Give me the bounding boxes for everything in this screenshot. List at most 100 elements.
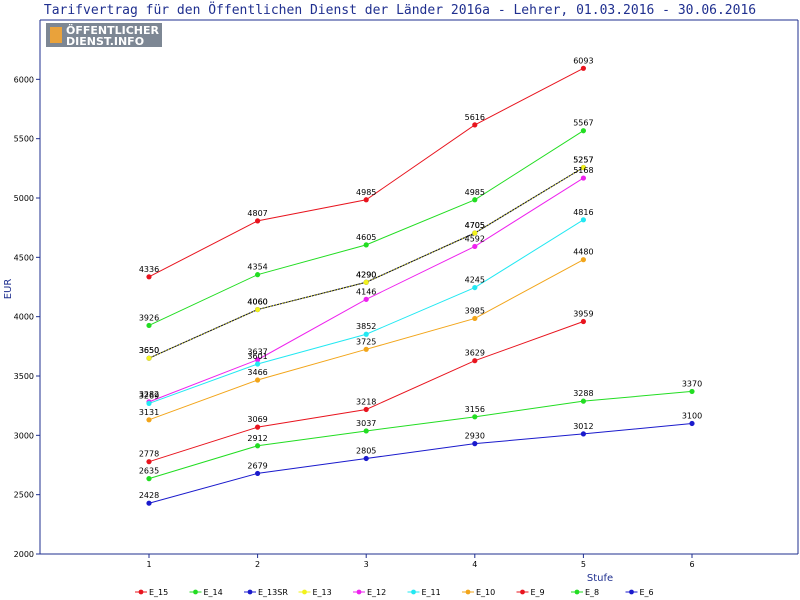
data-label: 3269: [139, 391, 159, 400]
data-point: [146, 417, 152, 423]
logo-line-1: ÖFFENTLICHER: [66, 23, 159, 37]
data-label: 4807: [247, 209, 267, 218]
data-point: [689, 388, 695, 395]
legend-swatch-marker: [193, 589, 198, 595]
data-point: [580, 431, 587, 437]
legend-label: E_6: [640, 588, 654, 597]
y-tick-label: 2500: [14, 491, 34, 500]
data-label: 5257: [573, 156, 593, 165]
y-tick-label: 5500: [14, 135, 34, 144]
data-label: 3131: [139, 408, 159, 417]
series-e-10: [146, 257, 587, 423]
x-tick-label: 1: [146, 560, 151, 569]
logo-background: [46, 23, 162, 47]
logo-line-2: DIENST.INFO: [66, 35, 144, 48]
data-point: [255, 218, 261, 224]
data-point: [363, 331, 369, 337]
data-label: 3650: [139, 346, 159, 355]
data-point: [146, 322, 152, 329]
data-label: 2930: [465, 432, 485, 441]
data-point: [580, 175, 587, 181]
legend-label: E_14: [204, 588, 223, 597]
legend-swatch-marker: [520, 589, 525, 595]
legend-label: E_11: [422, 588, 441, 597]
series-line: [148, 422, 693, 504]
data-point: [255, 306, 261, 313]
data-label: 4816: [573, 208, 593, 217]
data-label: 3601: [247, 352, 267, 361]
legend-item: E_13: [298, 588, 332, 597]
legend-item: E_15: [135, 588, 168, 597]
data-point: [472, 358, 478, 364]
data-point: [580, 398, 587, 404]
data-labels: 4336 4807 4985 5616 6093 3926 4354 4605 4985 5567…: [139, 56, 702, 500]
data-label: 3466: [247, 368, 267, 377]
data-label: 2778: [139, 450, 159, 459]
data-point: [472, 243, 478, 250]
data-point: [363, 455, 369, 462]
data-label: 4592: [465, 234, 485, 243]
y-ticks: 2000 2500 3000 3500 4000 4500 5000 5500 6000: [14, 75, 40, 559]
data-label: 3959: [573, 310, 593, 319]
series-line: [148, 390, 693, 480]
legend-swatch-marker: [411, 589, 416, 595]
y-tick-label: 4500: [14, 253, 34, 262]
x-tick-label: 5: [581, 560, 586, 569]
data-point: [255, 272, 261, 278]
data-point: [255, 377, 261, 383]
data-label: 3100: [682, 411, 702, 420]
x-tick-label: 2: [255, 560, 260, 569]
data-point: [580, 217, 587, 223]
data-point: [363, 406, 369, 413]
legend-item: E_12: [353, 588, 386, 597]
data-point: [580, 164, 587, 171]
data-point: [255, 357, 261, 363]
legend-item: E_8: [571, 588, 599, 597]
data-label: 3370: [682, 379, 702, 388]
chart-title: Tarifvertrag für den Öffentlichen Dienst…: [44, 1, 756, 18]
data-label: 4290: [356, 270, 376, 279]
data-label: 6093: [573, 56, 593, 65]
y-tick-label: 3000: [14, 431, 34, 440]
y-tick-label: 2000: [14, 550, 34, 559]
legend-item: E_6: [625, 588, 654, 597]
data-label: 3012: [573, 422, 593, 431]
legend-label: E_10: [476, 588, 495, 597]
data-point: [255, 443, 261, 449]
data-label: 4985: [356, 188, 376, 197]
data-point: [146, 274, 152, 280]
data-point: [472, 315, 478, 322]
data-label: 4336: [139, 265, 159, 274]
data-label: 5567: [573, 119, 593, 128]
legend-label: E_15: [149, 588, 168, 597]
data-point: [146, 400, 152, 407]
data-label: 2428: [139, 491, 159, 500]
data-point: [363, 197, 369, 203]
data-label: 3852: [356, 322, 376, 331]
legend-swatch-marker: [247, 589, 253, 595]
data-label: 5257: [573, 156, 593, 165]
data-label: 4480: [573, 248, 593, 257]
x-tick-label: 3: [364, 560, 369, 569]
y-axis-label: EUR: [3, 279, 14, 300]
data-label: 5168: [573, 166, 593, 175]
series-e-13: [146, 164, 587, 361]
data-label: 2805: [356, 446, 376, 455]
series-e-15: [146, 65, 587, 280]
y-tick-label: 6000: [14, 75, 34, 84]
data-label: 3926: [139, 313, 159, 322]
logo: ÖFFENTLICHER DIENST.INFO: [46, 23, 162, 48]
legend: E_15 E_14 E_13SR E_13 E_12 E_11 E_10 E_9 E_8 E_6: [135, 588, 654, 597]
series-e-14: [146, 128, 587, 329]
data-label: 2635: [139, 467, 159, 476]
data-label: 3037: [356, 419, 376, 428]
data-label: 3282: [139, 390, 159, 399]
data-point: [472, 197, 478, 203]
data-point: [363, 279, 369, 285]
legend-label: E_13: [313, 588, 332, 597]
x-ticks: 1 2 3 4 5 6: [146, 554, 695, 569]
legend-item: E_10: [462, 588, 495, 597]
x-tick-label: 6: [689, 560, 694, 569]
data-label: 3725: [356, 337, 376, 346]
